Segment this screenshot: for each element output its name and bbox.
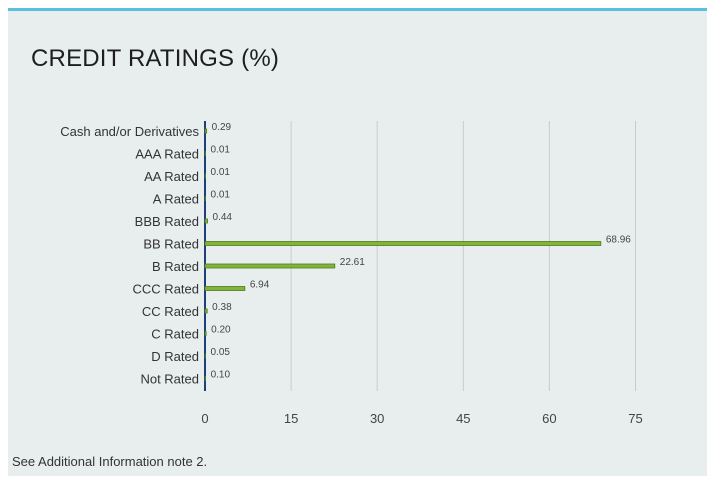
category-label: A Rated	[153, 192, 199, 207]
bar-11	[204, 376, 206, 381]
value-label: 0.20	[211, 325, 231, 336]
bar-6	[204, 263, 336, 269]
x-tick-label: 45	[456, 411, 470, 426]
category-label: C Rated	[151, 327, 199, 342]
value-label: 0.01	[211, 145, 231, 156]
value-label: 0.01	[211, 167, 231, 178]
x-tick-label: 15	[284, 411, 298, 426]
x-tick-label: 75	[628, 411, 642, 426]
bar-10	[204, 353, 206, 359]
value-label: 0.38	[212, 302, 232, 313]
bar-3	[204, 196, 206, 201]
value-label: 0.44	[213, 212, 233, 223]
bar-2	[204, 173, 206, 179]
x-tick-label: 60	[542, 411, 556, 426]
category-label: B Rated	[152, 259, 199, 274]
category-label: BB Rated	[143, 237, 199, 252]
x-tick-label: 30	[370, 411, 384, 426]
chart-title: CREDIT RATINGS (%)	[31, 45, 280, 72]
value-label: 0.01	[211, 190, 231, 201]
category-label: CCC Rated	[133, 282, 199, 297]
chart-panel: CREDIT RATINGS (%) 0 15 30 45 60 75 Cash and/o…	[8, 8, 707, 476]
value-label: 0.05	[211, 347, 231, 358]
bar-9	[204, 331, 207, 336]
bar-5	[204, 241, 602, 246]
value-label: 6.94	[250, 280, 270, 291]
category-label: D Rated	[151, 349, 199, 364]
footnote: See Additional Information note 2.	[12, 454, 208, 469]
value-label: 0.29	[212, 122, 232, 133]
x-tick-label: 0	[201, 411, 208, 426]
category-label: Not Rated	[140, 372, 199, 387]
bar-7	[204, 286, 246, 291]
bar-1	[204, 151, 206, 156]
value-label: 22.61	[340, 257, 365, 268]
category-label: CC Rated	[142, 304, 199, 319]
bar-0	[204, 128, 208, 134]
category-label: Cash and/or Derivatives	[60, 124, 199, 139]
bar-8	[204, 308, 208, 314]
category-label: BBB Rated	[135, 214, 199, 229]
category-label: AA Rated	[144, 169, 199, 184]
category-label: AAA Rated	[135, 147, 199, 162]
bar-4	[204, 218, 208, 224]
value-label: 0.10	[211, 370, 231, 381]
value-label: 68.96	[606, 235, 631, 246]
bar-chart: 0 15 30 45 60 75 Cash and/or Derivatives 0.29 AA…	[60, 121, 643, 426]
